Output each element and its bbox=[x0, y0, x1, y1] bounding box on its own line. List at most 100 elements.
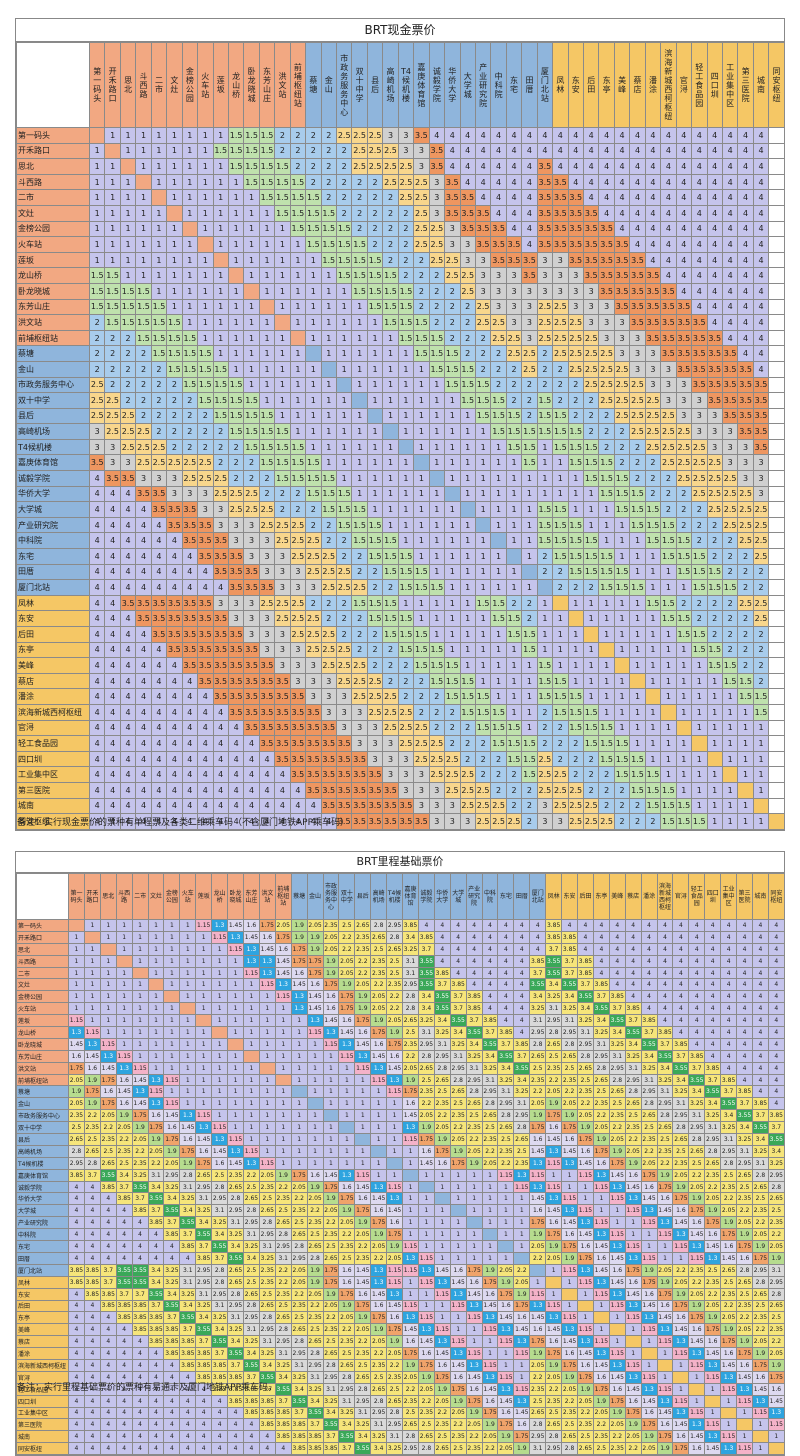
cash-fare-cell: 1 bbox=[536, 626, 554, 643]
mileage-fare-cell: 1 bbox=[227, 1002, 244, 1016]
mileage-fare-cell: 2.5 bbox=[338, 919, 356, 932]
cash-fare-cell: 1 bbox=[613, 516, 631, 534]
cash-fare-cell: 2.5 bbox=[706, 485, 723, 503]
mileage-fare-cell: 4 bbox=[704, 1002, 722, 1016]
mileage-fare-cell: 1.9 bbox=[402, 1358, 419, 1372]
cash-fare-cell: 1.5 bbox=[428, 672, 446, 690]
cash-fare-cell: 2.5 bbox=[598, 360, 615, 378]
mileage-fare-cell: 2.95 bbox=[720, 1144, 738, 1158]
mileage-fare-cell: 2.2 bbox=[481, 1442, 499, 1456]
cash-fare-cell: 4 bbox=[212, 719, 229, 737]
cash-fare-cell: 2 bbox=[721, 532, 739, 550]
mileage-fare-cell: 1 bbox=[147, 966, 165, 980]
cash-fare-cell: 2 bbox=[104, 376, 121, 394]
cash-row-header: 滨海新城西柯枢纽 bbox=[16, 703, 90, 721]
mileage-fare-cell: 1 bbox=[465, 1240, 483, 1253]
cash-fare-cell: 1.5 bbox=[197, 392, 214, 409]
mileage-fare-cell: 2.2 bbox=[386, 1358, 404, 1372]
mileage-fare-cell: 4 bbox=[83, 1358, 101, 1372]
mileage-fare-cell: 3.25 bbox=[338, 1406, 356, 1420]
cash-fare-cell: 3.5 bbox=[598, 282, 615, 300]
mileage-fare-cell: 2.05 bbox=[386, 1014, 404, 1028]
mileage-fare-cell: 4 bbox=[99, 1311, 117, 1325]
mileage-fare-cell: 1.15 bbox=[720, 1382, 738, 1396]
mileage-fare-cell: 4 bbox=[736, 978, 753, 992]
cash-fare-cell: 2 bbox=[613, 423, 631, 440]
mileage-fare-cell: 4 bbox=[99, 1394, 117, 1408]
mileage-fare-cell: 1.3 bbox=[592, 1275, 610, 1289]
mileage-fare-cell: 1.75 bbox=[720, 1335, 738, 1349]
mileage-fare-cell: 3.25 bbox=[561, 1002, 578, 1016]
cash-fare-cell: 3 bbox=[675, 407, 693, 425]
mileage-fare-cell: 3.85 bbox=[163, 1323, 181, 1337]
cash-fare-cell: 2 bbox=[212, 454, 229, 472]
cash-fare-cell: 3 bbox=[305, 579, 322, 596]
cash-fare-cell: 3 bbox=[752, 470, 770, 487]
mileage-fare-cell: 2.95 bbox=[227, 1299, 244, 1313]
cash-column-header: 城南 bbox=[752, 42, 770, 128]
cash-fare-cell: 2.5 bbox=[536, 329, 554, 347]
cash-fare-cell: 2 bbox=[119, 392, 137, 409]
mileage-fare-cell: 2.5 bbox=[115, 1156, 133, 1170]
cash-fare-cell: 4 bbox=[88, 657, 106, 674]
mileage-fare-cell: 1 bbox=[68, 930, 85, 944]
cash-fare-cell: 3.5 bbox=[644, 329, 662, 347]
cash-fare-cell: 4 bbox=[721, 189, 739, 206]
mileage-table-row: 东芳山庄 1.6 1.45 1.3 1.15 1 1 1 1 1 1 1 1 1 1 1 1 1.15 1.3 1.4… bbox=[16, 1049, 785, 1063]
cash-row-header: 东安 bbox=[16, 610, 90, 627]
cash-fare-cell: 4 bbox=[629, 204, 646, 222]
cash-fare-cell: 1.5 bbox=[351, 594, 368, 612]
mileage-fare-cell: 1.15 bbox=[83, 1026, 101, 1039]
mileage-fare-cell: 3.7 bbox=[274, 1394, 292, 1408]
mileage-fare-cell: 1.45 bbox=[704, 1347, 722, 1360]
mileage-fare-cell: 1.3 bbox=[608, 1180, 626, 1194]
mileage-fare-cell: 1.3 bbox=[513, 1335, 531, 1349]
cash-fare-cell: 4 bbox=[166, 813, 183, 830]
cash-fare-cell: 1 bbox=[366, 345, 384, 362]
mileage-fare-cell: 2.5 bbox=[513, 1144, 531, 1158]
cash-fare-cell: 3 bbox=[552, 251, 569, 269]
mileage-fare-cell: 1 bbox=[195, 942, 213, 956]
cash-fare-cell: 3.5 bbox=[752, 423, 770, 440]
cash-fare-cell: 1 bbox=[706, 797, 723, 815]
cash-fare-cell bbox=[768, 251, 785, 269]
cash-fare-cell bbox=[768, 158, 785, 175]
mileage-fare-cell: 1.6 bbox=[68, 1049, 85, 1063]
mileage-fare-cell: 2.95 bbox=[513, 1109, 531, 1123]
cash-fare-cell: 2.5 bbox=[351, 127, 368, 144]
cash-fare-cell: 3.5 bbox=[150, 610, 168, 627]
cash-fare-cell: 2.5 bbox=[490, 797, 507, 815]
cash-fare-cell: 2.5 bbox=[289, 594, 307, 612]
cash-row-header: 东亭 bbox=[16, 641, 90, 659]
mileage-fare-cell: 1.6 bbox=[688, 1323, 706, 1337]
mileage-fare-cell: 2.95 bbox=[529, 1430, 547, 1444]
cash-fare-cell: 3 bbox=[258, 563, 276, 581]
mileage-fare-cell: 2.5 bbox=[242, 1180, 260, 1194]
cash-fare-cell: 1 bbox=[104, 204, 121, 222]
cash-fare-cell: 1 bbox=[629, 657, 646, 674]
cash-fare-cell: 1 bbox=[227, 251, 245, 269]
mileage-fare-cell: 1 bbox=[242, 1026, 260, 1039]
cash-fare-cell: 2 bbox=[428, 703, 446, 721]
mileage-fare-cell: 3.85 bbox=[640, 1014, 658, 1028]
mileage-fare-cell: 2.95 bbox=[545, 1442, 563, 1456]
cash-fare-cell: 2.5 bbox=[335, 641, 353, 659]
mileage-fare-cell: 2.8 bbox=[306, 1347, 324, 1360]
mileage-fare-cell: 2.2 bbox=[242, 1168, 260, 1182]
cash-fare-cell: 1.5 bbox=[474, 407, 492, 425]
cash-column-header: 东芳山庄 bbox=[258, 42, 276, 128]
mileage-fare-cell: 1 bbox=[545, 1263, 563, 1277]
mileage-fare-cell: 3.4 bbox=[242, 1251, 260, 1265]
mileage-fare-cell: 1 bbox=[274, 1049, 292, 1063]
mileage-fare-cell: 1 bbox=[624, 1216, 642, 1230]
cash-fare-cell: 3.5 bbox=[582, 251, 600, 269]
mileage-fare-cell: 4 bbox=[608, 930, 626, 944]
cash-fare-cell: 1.5 bbox=[521, 626, 538, 643]
cash-fare-cell: 1.5 bbox=[582, 735, 600, 752]
mileage-fare-cell: 4 bbox=[68, 1335, 85, 1349]
mileage-fare-cell: 1.6 bbox=[370, 1299, 388, 1313]
mileage-fare-cell: 1 bbox=[274, 1133, 292, 1146]
mileage-fare-cell: 4 bbox=[497, 1002, 515, 1016]
cash-fare-cell: 3 bbox=[305, 672, 322, 690]
cash-table-row: 田厝 4 4 4 4 4 4 4 4 3.5 3.5 3.5 3 3 3 2.5 2.5 2.5 2 2 1.5 1.5 1… bbox=[16, 563, 785, 581]
